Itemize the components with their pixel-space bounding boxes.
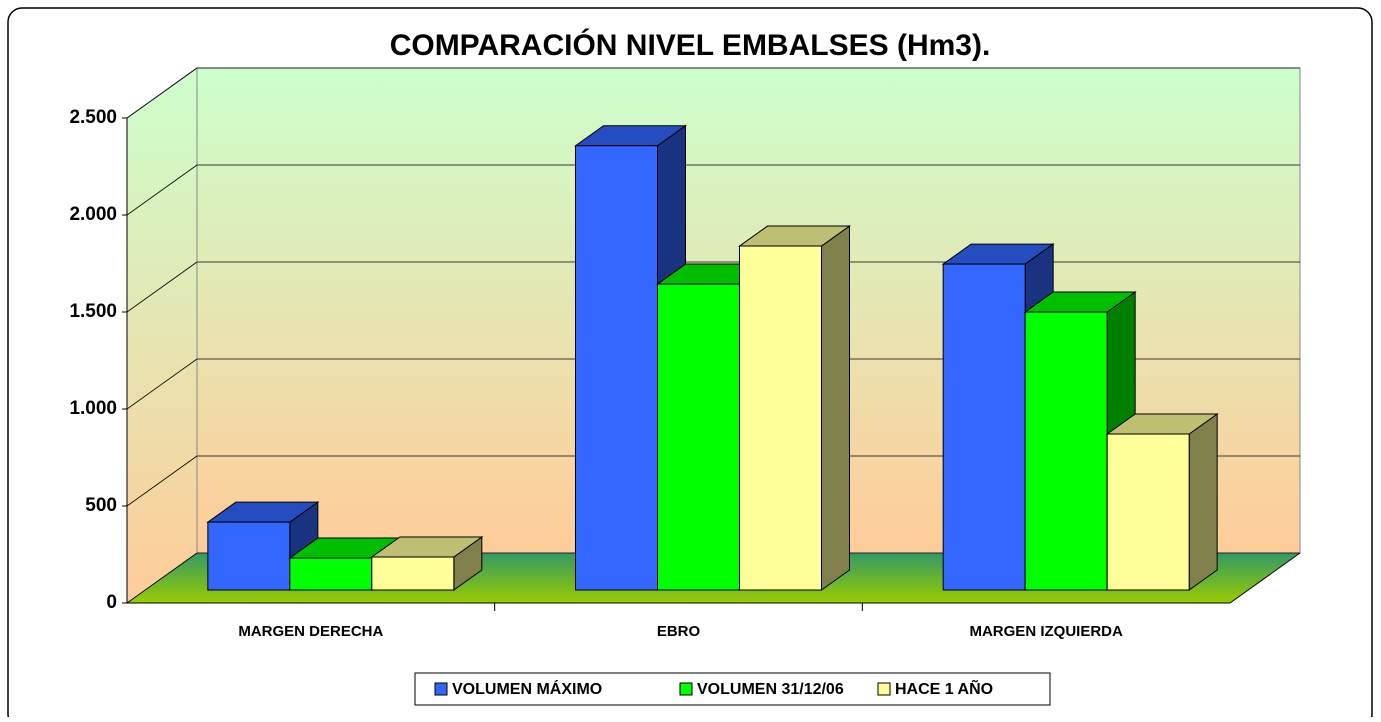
bar-front (575, 145, 658, 591)
bar-front (657, 283, 740, 591)
grid-line (126, 261, 198, 313)
grid-line (126, 455, 198, 507)
legend-swatch (434, 682, 448, 696)
bar (206, 501, 320, 591)
y-tick-label: 2.000 (69, 204, 117, 225)
x-tick-label: MARGEN IZQUIERDA (969, 623, 1123, 640)
bar (1105, 413, 1219, 591)
grid-line (126, 67, 198, 119)
y-tick-label: 0 (106, 592, 117, 613)
grid-line (126, 358, 198, 410)
legend-label: VOLUMEN 31/12/06 (697, 681, 844, 698)
y-tick-label: 2.500 (69, 107, 117, 128)
bar (370, 536, 484, 591)
bar-front (1024, 311, 1108, 591)
bar (1023, 291, 1137, 591)
bar-front (739, 245, 822, 591)
bar (737, 225, 852, 591)
x-tick-label: EBRO (657, 623, 701, 640)
grid-line (126, 164, 198, 216)
bar-front (371, 556, 455, 591)
bar-front (942, 263, 1026, 591)
y-tick-label: 1.500 (69, 301, 117, 322)
chart-title: COMPARACIÓN NIVEL EMBALSES (Hm3). (390, 28, 991, 62)
bar-side (821, 225, 850, 591)
legend (414, 672, 1051, 706)
bar-side (1188, 413, 1218, 591)
legend-label: HACE 1 AÑO (895, 678, 993, 698)
legend-swatch (877, 682, 891, 696)
plot: 0 500 1.000 1.500 2.000 2.500 MARGEN DERECHA EB… (69, 67, 1300, 640)
bar-front (1106, 433, 1190, 591)
y-tick-label: 1.000 (69, 398, 117, 419)
grid-line (126, 552, 198, 604)
x-tick-label: MARGEN DERECHA (238, 623, 383, 640)
y-tick-label: 500 (85, 495, 117, 516)
side-wall (126, 67, 198, 604)
floor-edge (1229, 552, 1301, 604)
bar-front (289, 557, 373, 591)
legend-label: VOLUMEN MÁXIMO (452, 679, 602, 698)
legend-swatch (679, 682, 693, 696)
bar-front (207, 521, 291, 591)
